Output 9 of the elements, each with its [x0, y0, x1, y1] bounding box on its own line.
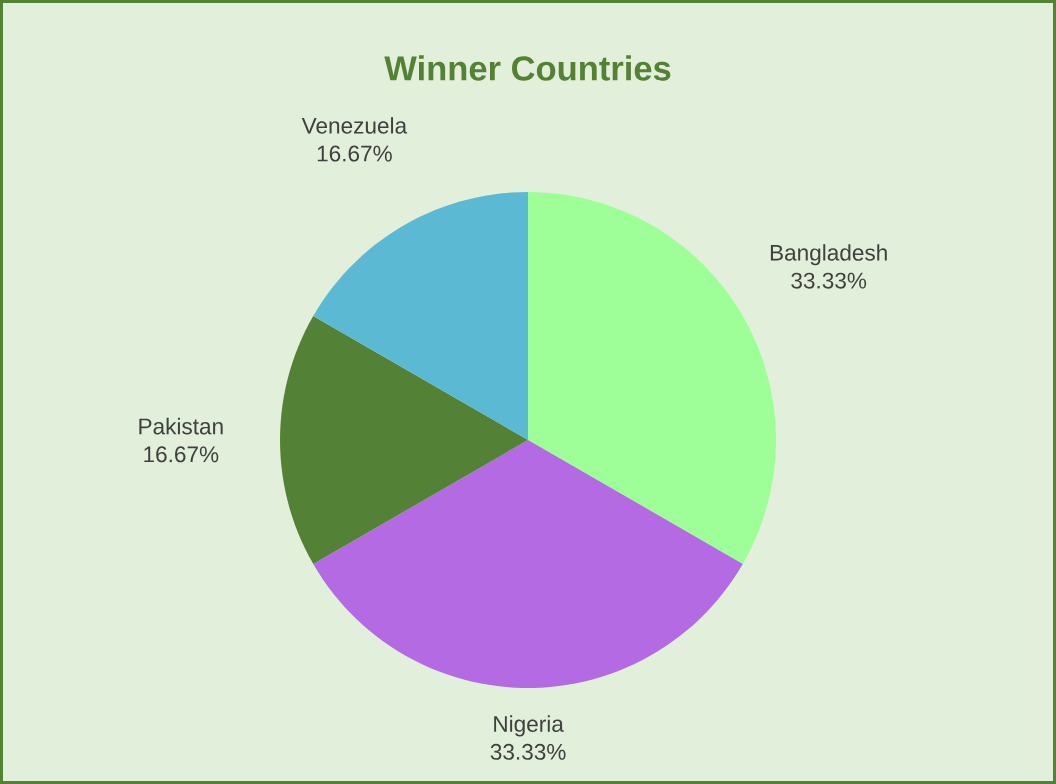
- slice-label: Bangladesh: [770, 244, 887, 266]
- data-label: 16.67%: [144, 446, 219, 463]
- data-label: 33.33%: [791, 272, 867, 289]
- slice-label: Venezuela: [301, 117, 408, 134]
- chart-title: Winner Countries: [384, 55, 671, 81]
- data-label: 33.33%: [490, 743, 566, 760]
- slice-label: Pakistan: [139, 417, 223, 435]
- slice-label: Nigeria: [494, 715, 564, 737]
- data-label: 16.67%: [317, 145, 392, 162]
